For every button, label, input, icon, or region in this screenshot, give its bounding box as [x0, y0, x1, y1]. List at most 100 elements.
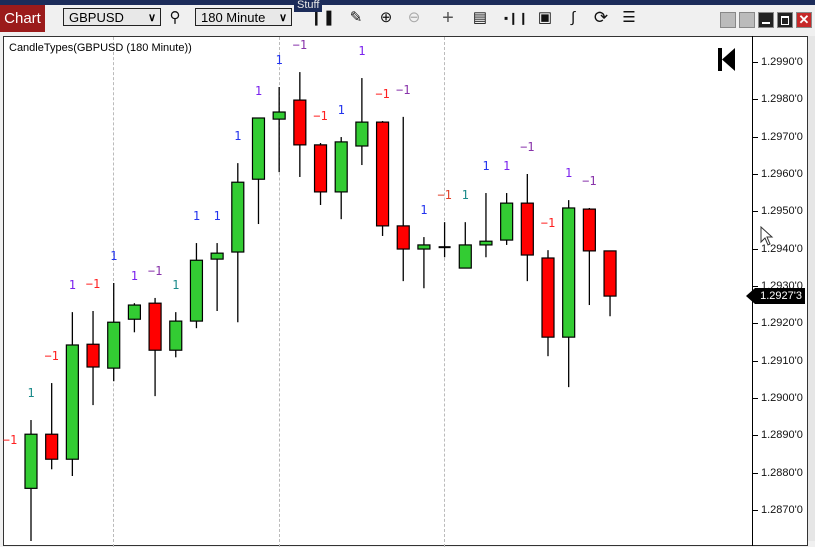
- candle-type-label: 1: [130, 269, 139, 284]
- axis-tick: [752, 435, 758, 437]
- candle: [334, 137, 348, 220]
- candle-body: [417, 244, 431, 250]
- candle-type-label: 1: [234, 129, 242, 144]
- candle-type-label: −1: [313, 109, 328, 123]
- candle: [562, 200, 576, 388]
- candle-type-label: −1: [520, 139, 535, 154]
- axis-tick: [752, 360, 758, 362]
- zoom-in-icon[interactable]: ⊕: [379, 9, 393, 26]
- candle-body: [582, 208, 596, 252]
- candle: [189, 243, 204, 329]
- candle: [313, 143, 328, 205]
- candle: [541, 250, 555, 357]
- vertical-gridline: [279, 37, 280, 547]
- vertical-gridline: [444, 37, 445, 547]
- data-box-icon[interactable]: ▤: [472, 9, 488, 26]
- candle-body: [107, 321, 121, 369]
- instrument-select[interactable]: GBPUSD ∨: [63, 8, 161, 26]
- candle: [251, 117, 266, 225]
- minimize-icon[interactable]: [758, 12, 774, 28]
- crosshair-icon[interactable]: +: [442, 7, 454, 29]
- chart-plot-area[interactable]: [3, 36, 808, 546]
- scroll-to-start-icon[interactable]: [718, 48, 736, 71]
- window-gray-button[interactable]: [720, 12, 736, 28]
- candle-body: [45, 433, 59, 460]
- candle-body: [189, 259, 204, 322]
- indicator-title: CandleTypes(GBPUSD (180 Minute)): [9, 42, 192, 54]
- axis-tick: [752, 509, 758, 511]
- close-icon[interactable]: ✕: [796, 12, 812, 28]
- axis-tick-label: 1.2990'0: [761, 56, 803, 68]
- candle: [458, 222, 472, 269]
- candle-type-label: 1: [172, 278, 180, 293]
- candle: [169, 312, 183, 358]
- candle-type-label: 1: [503, 159, 511, 174]
- candle-type-label: 1: [213, 209, 221, 224]
- candle: [272, 87, 286, 173]
- candle-body: [520, 202, 534, 256]
- strategy-icon[interactable]: ∫: [570, 9, 576, 26]
- instrument-value: GBPUSD: [69, 10, 124, 25]
- candle: [417, 237, 431, 289]
- candle-type-label: 1: [565, 166, 573, 181]
- axis-tick: [752, 173, 758, 175]
- candle-type-label: −1: [292, 38, 308, 53]
- candle-body: [86, 343, 100, 368]
- candle-body: [396, 225, 410, 250]
- candle-body: [148, 302, 162, 351]
- candle-type-label: −1: [396, 82, 411, 97]
- zoom-out-icon[interactable]: ⊖: [407, 9, 421, 26]
- candle-type-label: 1: [27, 386, 35, 401]
- candle-body: [438, 246, 451, 249]
- chart-tab[interactable]: Chart: [0, 5, 45, 32]
- candle: [293, 72, 307, 177]
- axis-tick: [752, 285, 758, 287]
- candle: [210, 243, 224, 312]
- axis-tick-label: 1.2870'0: [761, 503, 803, 516]
- axis-tick-label: 1.2960'0: [761, 167, 803, 180]
- axis-tick-label: 1.2900'0: [761, 391, 803, 404]
- candle: [355, 78, 369, 166]
- maximize-icon[interactable]: [777, 12, 793, 28]
- candle: [45, 383, 59, 470]
- candle-body: [375, 121, 390, 227]
- candle: [107, 283, 121, 382]
- candle: [375, 120, 390, 236]
- bar-type-icon[interactable]: ❙❚: [310, 9, 336, 26]
- candle: [520, 173, 534, 282]
- candle-type-label: 1: [275, 53, 283, 67]
- candle-body: [293, 99, 307, 146]
- candle-body: [458, 244, 472, 269]
- candle-body: [210, 252, 224, 260]
- volume-icon[interactable]: ▪❙❙: [504, 11, 529, 25]
- pencil-icon[interactable]: ✎: [349, 9, 363, 26]
- axis-tick-label: 1.2880'0: [761, 466, 803, 479]
- search-icon[interactable]: ⚲: [169, 9, 181, 26]
- candle-type-label: 1: [68, 278, 76, 293]
- candle-type-label: −1: [85, 277, 101, 291]
- chevron-down-icon: ∨: [147, 12, 156, 24]
- axis-tick: [752, 99, 758, 101]
- candle: [127, 303, 141, 333]
- indicator-list-icon[interactable]: ☰: [622, 9, 636, 26]
- interval-select[interactable]: 180 Minute ∨: [195, 8, 292, 26]
- candle-body: [65, 344, 79, 460]
- window-gray-button[interactable]: [739, 12, 755, 28]
- candle-body: [479, 240, 493, 246]
- candle-body: [24, 433, 38, 489]
- candle: [396, 116, 410, 282]
- candle: [65, 312, 79, 477]
- candle-type-label: −1: [375, 86, 390, 101]
- candle-body: [231, 181, 245, 253]
- candle-body: [251, 117, 266, 180]
- candle-body: [500, 202, 514, 241]
- candle-type-label: 1: [461, 188, 469, 203]
- axis-tick: [752, 472, 758, 474]
- candle-type-label: −1: [44, 349, 59, 364]
- reload-icon[interactable]: ⟳: [593, 8, 609, 27]
- fill-icon[interactable]: ▣: [537, 9, 553, 26]
- axis-tick-label: 1.2950'0: [761, 205, 803, 218]
- axis-tick-label: 1.2920'0: [761, 317, 803, 330]
- candle-body: [334, 141, 348, 193]
- candle: [86, 311, 100, 406]
